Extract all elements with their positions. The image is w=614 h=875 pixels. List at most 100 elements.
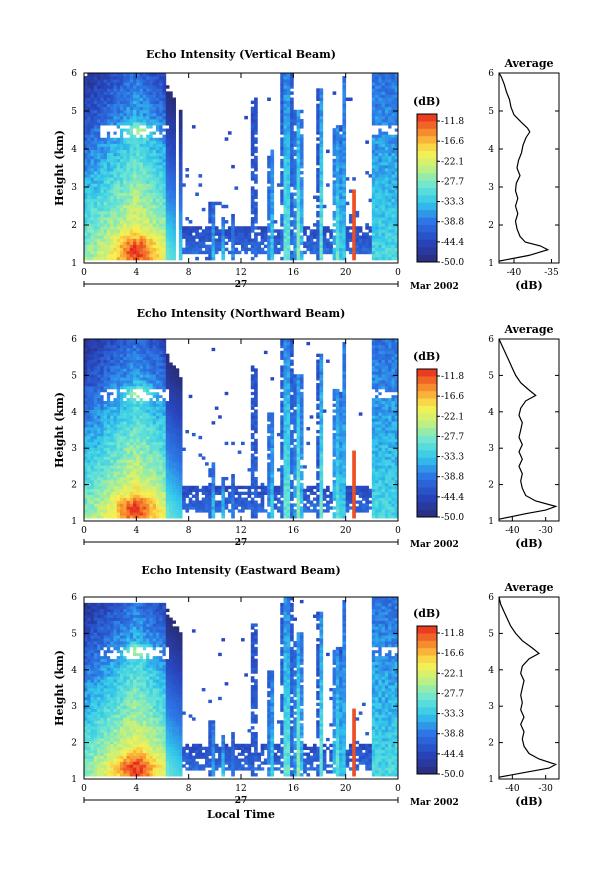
heatmap-cell	[339, 207, 343, 212]
heatmap-cell	[371, 244, 376, 249]
heatmap-cell	[165, 112, 170, 117]
heatmap-cell	[254, 235, 258, 239]
heatmap-cell	[319, 112, 324, 117]
heatmap-cell	[293, 217, 297, 221]
heatmap-cell	[90, 97, 95, 101]
heatmap-cell	[368, 247, 373, 252]
heatmap-cell	[276, 238, 281, 242]
heatmap-cell	[84, 195, 88, 200]
heatmap-cell	[146, 418, 150, 422]
heatmap-cell	[149, 226, 154, 230]
heatmap-cell	[119, 201, 124, 206]
heatmap-cell	[172, 213, 176, 218]
heatmap-cell	[119, 73, 124, 77]
heatmap-cell	[159, 112, 163, 117]
heatmap-cell	[375, 192, 379, 196]
heatmap-cell	[384, 189, 389, 193]
heatmap-cell	[126, 444, 131, 449]
heatmap-cell	[139, 229, 144, 233]
heatmap-cell	[97, 137, 101, 141]
heatmap-cell	[119, 109, 124, 114]
heatmap-cell	[375, 195, 379, 200]
heatmap-cell	[155, 79, 160, 83]
heatmap-cell	[365, 232, 369, 236]
heatmap-cell	[106, 380, 111, 384]
heatmap-cell	[394, 112, 399, 117]
heatmap-cell	[227, 250, 232, 255]
heatmap-cell	[129, 226, 134, 230]
heatmap-cell	[113, 204, 118, 209]
heatmap-cell	[106, 368, 111, 372]
heatmap-cell	[113, 491, 118, 495]
heatmap-cell	[93, 250, 98, 255]
heatmap-cell	[159, 146, 163, 151]
heatmap-cell	[116, 424, 121, 428]
heatmap-cell	[299, 189, 304, 193]
heatmap-cell	[362, 238, 366, 242]
heatmap-cell	[103, 471, 108, 475]
heatmap-cell	[116, 497, 121, 501]
heatmap-cell	[93, 400, 98, 404]
heatmap-cell	[84, 465, 88, 469]
heatmap-cell	[332, 149, 337, 154]
heatmap-cell	[142, 183, 147, 187]
heatmap-cell	[381, 183, 386, 187]
heatmap-cell	[106, 406, 111, 410]
heatmap-cell	[388, 131, 392, 135]
heatmap-cell	[113, 515, 118, 519]
heatmap-cell	[296, 247, 301, 252]
heatmap-cell	[329, 229, 333, 233]
heatmap-cell	[159, 226, 163, 230]
heatmap-cell	[100, 447, 105, 451]
heatmap-cell	[149, 497, 154, 501]
heatmap-cell	[290, 207, 294, 212]
heatmap-cell	[169, 171, 173, 175]
heatmap-cell	[381, 103, 386, 108]
heatmap-cell	[152, 195, 157, 200]
heatmap-cell	[178, 229, 183, 233]
heatmap-cell	[119, 397, 124, 402]
heatmap-cell	[342, 235, 347, 239]
heatmap-cell	[93, 109, 98, 114]
heatmap-cell	[103, 456, 108, 460]
heatmap-cell	[165, 213, 170, 218]
heatmap-cell	[106, 400, 111, 404]
heatmap-cell	[152, 189, 157, 193]
heatmap-cell	[103, 223, 108, 227]
heatmap-cell	[296, 180, 301, 184]
heatmap-cell	[113, 397, 118, 402]
heatmap-cell	[316, 174, 320, 178]
heatmap-cell	[267, 250, 271, 255]
heatmap-cell	[332, 171, 337, 175]
heatmap-cell	[136, 438, 140, 443]
heatmap-cell	[172, 137, 176, 141]
heatmap-cell	[103, 256, 108, 261]
heatmap-cell	[129, 383, 134, 387]
heatmap-cell	[119, 380, 124, 384]
heatmap-cell	[149, 400, 154, 404]
heatmap-cell	[384, 210, 389, 215]
heatmap-cell	[254, 168, 258, 172]
heatmap-cell	[342, 180, 347, 184]
heatmap-cell	[133, 353, 137, 358]
heatmap-cell	[172, 118, 176, 123]
heatmap-cell	[87, 415, 91, 419]
x-tick-label: 0	[395, 268, 401, 278]
heatmap-cell	[97, 195, 101, 200]
heatmap-cell	[84, 134, 88, 138]
heatmap-cell	[342, 122, 347, 126]
heatmap-cell	[332, 192, 337, 196]
heatmap-cell	[159, 152, 163, 157]
heatmap-cell	[129, 441, 134, 446]
heatmap-cell	[316, 229, 320, 233]
heatmap-cell	[116, 456, 121, 460]
heatmap-cell	[90, 106, 95, 111]
heatmap-cell	[221, 241, 226, 246]
heatmap-cell	[142, 143, 147, 147]
heatmap-cell	[84, 189, 88, 193]
heatmap-cell	[152, 509, 157, 513]
heatmap-cell	[267, 177, 271, 181]
heatmap-cell	[142, 134, 147, 138]
heatmap-cell	[87, 509, 91, 513]
heatmap-cell	[178, 238, 183, 242]
